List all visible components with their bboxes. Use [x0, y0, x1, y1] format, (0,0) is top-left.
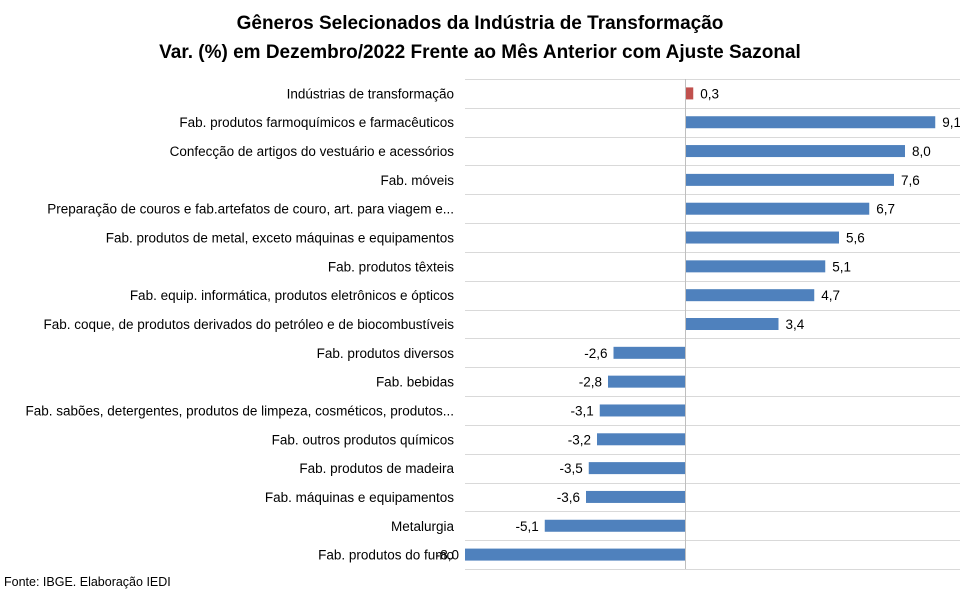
- source-note: Fonte: IBGE. Elaboração IEDI: [4, 575, 171, 589]
- bar: [685, 289, 815, 302]
- category-label: Fab. outros produtos químicos: [272, 432, 455, 447]
- bar: [685, 202, 870, 215]
- category-label: Fab. máquinas e equipamentos: [265, 490, 454, 505]
- bar: [599, 404, 685, 417]
- category-label: Fab. equip. informática, produtos eletrô…: [130, 288, 454, 303]
- category-label: Metalurgia: [391, 519, 455, 534]
- value-label: -3,1: [570, 403, 593, 418]
- bar: [608, 375, 685, 388]
- value-label: 7,6: [901, 173, 920, 188]
- category-label: Fab. produtos de metal, exceto máquinas …: [106, 231, 454, 246]
- bar: [685, 173, 894, 186]
- category-label: Fab. produtos farmoquímicos e farmacêuti…: [179, 115, 454, 130]
- gridlines: [465, 79, 960, 570]
- category-labels: Indústrias de transformação Fab. produtos…: [26, 86, 455, 562]
- bars: [465, 87, 936, 561]
- category-label: Fab. móveis: [380, 173, 454, 188]
- value-label: -2,8: [579, 375, 602, 390]
- category-label: Fab. produtos de madeira: [299, 461, 454, 476]
- bar: [685, 231, 839, 244]
- chart-subtitle: Var. (%) em Dezembro/2022 Frente ao Mês …: [159, 42, 801, 63]
- bar: [586, 490, 685, 503]
- value-label: 0,3: [700, 86, 719, 101]
- value-label: 8,0: [912, 144, 931, 159]
- value-label: -3,5: [559, 461, 582, 476]
- bar: [685, 116, 936, 129]
- category-label: Indústrias de transformação: [287, 86, 454, 101]
- value-label: 4,7: [821, 288, 840, 303]
- value-label: -8,0: [436, 548, 459, 563]
- value-label: 9,1: [942, 115, 960, 130]
- bar: [597, 433, 685, 446]
- category-label: Fab. produtos do fumo: [318, 548, 454, 563]
- bar: [588, 462, 685, 475]
- category-label: Preparação de couros e fab.artefatos de …: [47, 202, 454, 217]
- bar: [465, 548, 685, 561]
- bar: [685, 145, 905, 158]
- bar: [685, 87, 694, 100]
- chart-title: Gêneros Selecionados da Indústria de Tra…: [236, 13, 724, 34]
- value-label: 6,7: [876, 202, 895, 217]
- value-label: -3,6: [557, 490, 580, 505]
- value-labels: 0,3 9,1 8,0 7,6 6,7 5,6 5,1 4,7 3,4 -2,6 -2,8 -3,1 -…: [436, 86, 960, 562]
- bar: [544, 519, 685, 532]
- category-label: Confecção de artigos do vestuário e aces…: [170, 144, 455, 159]
- bar: [613, 346, 685, 359]
- value-label: -2,6: [584, 346, 607, 361]
- value-label: 3,4: [786, 317, 805, 332]
- value-label: -5,1: [515, 519, 538, 534]
- category-label: Fab. sabões, detergentes, produtos de li…: [26, 403, 455, 418]
- category-label: Fab. bebidas: [376, 375, 454, 390]
- category-label: Fab. produtos têxteis: [328, 259, 454, 274]
- category-label: Fab. produtos diversos: [317, 346, 455, 361]
- bar: [685, 318, 779, 330]
- value-label: 5,1: [832, 259, 851, 274]
- value-label: -3,2: [568, 432, 591, 447]
- bar: [685, 260, 826, 273]
- value-label: 5,6: [846, 231, 865, 246]
- category-label: Fab. coque, de produtos derivados do pet…: [43, 317, 454, 332]
